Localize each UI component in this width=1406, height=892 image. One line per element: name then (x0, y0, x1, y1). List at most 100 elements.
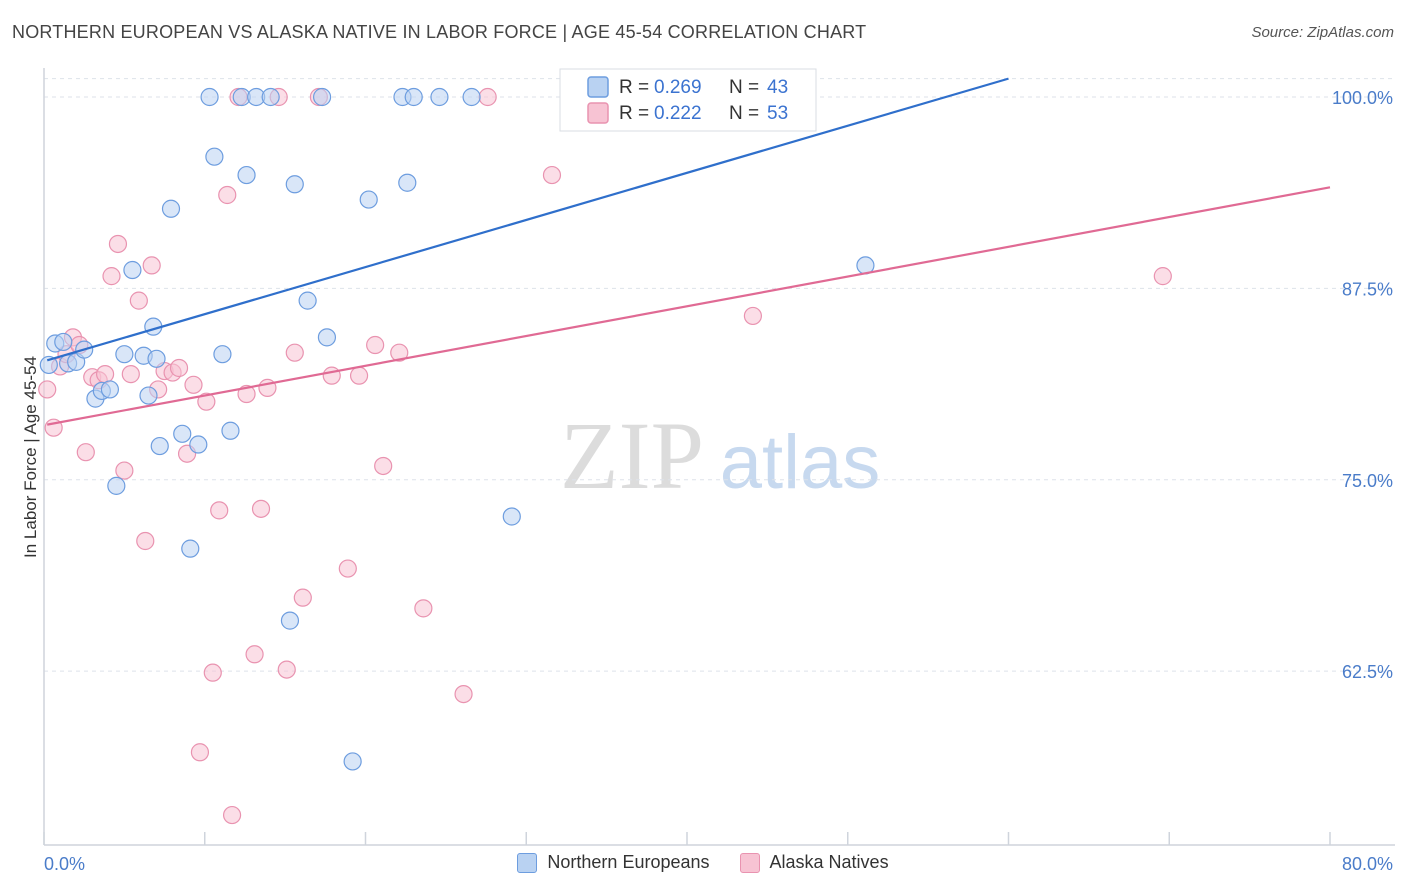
watermark: ZIP atlas (560, 402, 880, 509)
point-northern-europeans-24 (221, 421, 240, 440)
series-legend: Northern Europeans Alaska Natives (0, 852, 1406, 873)
legend-label-alaska-natives: Alaska Natives (769, 852, 889, 872)
point-alaska-natives-32 (251, 499, 271, 518)
point-northern-europeans-0 (39, 355, 58, 375)
point-northern-europeans-32 (312, 87, 332, 107)
legend-swatch-northern-europeans (517, 852, 538, 873)
point-northern-europeans-13 (139, 386, 158, 405)
point-northern-europeans-28 (261, 87, 280, 107)
point-alaska-natives-23 (190, 743, 210, 762)
point-northern-europeans-18 (173, 424, 192, 443)
stats-legend: R = 0.269 N = 43 R = 0.222 N = 53 (559, 68, 817, 132)
point-alaska-natives-45 (414, 599, 433, 618)
point-alaska-natives-37 (293, 588, 312, 607)
trend-line-northern-europeans (46, 77, 1009, 362)
legend-pink-r-label: R = (619, 103, 649, 124)
point-northern-europeans-33 (317, 328, 337, 347)
chart-source: Source: ZipAtlas.com (1251, 24, 1394, 41)
point-northern-europeans-31 (298, 291, 317, 310)
y-tick-labels: 62.5% 75.0% 87.5% 100.0% (1332, 88, 1393, 682)
point-alaska-natives-22 (184, 375, 203, 394)
y-axis-title: In Labor Force | Age 45-54 (21, 356, 40, 558)
point-alaska-natives-41 (349, 366, 369, 385)
point-alaska-natives-25 (203, 663, 222, 682)
x-axis-ticks (43, 832, 1331, 845)
legend-blue-r-value: 0.269 (654, 77, 702, 98)
point-alaska-natives-43 (374, 456, 393, 476)
point-alaska-natives-35 (277, 660, 296, 679)
point-alaska-natives-30 (237, 384, 256, 404)
point-alaska-natives-9 (95, 365, 115, 384)
point-alaska-natives-39 (322, 366, 341, 385)
legend-pink-n-label: N = (729, 103, 759, 124)
point-northern-europeans-10 (115, 345, 134, 364)
series-northern-europeans (39, 87, 875, 771)
watermark-atlas: atlas (720, 420, 881, 505)
legend-pink-n-value: 53 (767, 103, 788, 124)
x-tick-label-max: 80.0% (1342, 854, 1393, 874)
point-northern-europeans-39 (430, 87, 449, 107)
point-alaska-natives-40 (338, 559, 357, 578)
point-northern-europeans-41 (502, 507, 521, 526)
point-northern-europeans-9 (107, 476, 126, 495)
chart-title: NORTHERN EUROPEAN VS ALASKA NATIVE IN LA… (12, 22, 867, 42)
point-alaska-natives-31 (245, 645, 264, 664)
point-alaska-natives-48 (542, 165, 562, 185)
point-northern-europeans-23 (213, 345, 232, 364)
point-northern-europeans-29 (280, 611, 300, 630)
legend-swatch-blue (587, 76, 609, 98)
point-northern-europeans-15 (147, 349, 166, 368)
point-alaska-natives-36 (285, 343, 304, 362)
point-alaska-natives-14 (129, 291, 148, 310)
point-northern-europeans-26 (237, 165, 256, 185)
point-northern-europeans-40 (462, 87, 481, 107)
point-northern-europeans-35 (359, 190, 378, 209)
point-northern-europeans-22 (205, 147, 224, 166)
point-alaska-natives-10 (102, 267, 121, 286)
legend-item-northern-europeans: Northern Europeans (517, 852, 710, 873)
point-northern-europeans-11 (123, 260, 142, 280)
point-northern-europeans-20 (189, 435, 208, 454)
point-alaska-natives-6 (76, 443, 95, 462)
legend-blue-r-label: R = (619, 77, 649, 98)
point-northern-europeans-37 (398, 173, 417, 192)
point-northern-europeans-2 (54, 332, 73, 352)
point-alaska-natives-47 (478, 87, 497, 107)
x-tick-label-min: 0.0% (44, 854, 85, 874)
legend-blue-n-value: 43 (767, 77, 788, 98)
point-northern-europeans-19 (181, 539, 200, 558)
y-tick-label-2: 87.5% (1342, 279, 1393, 299)
point-northern-europeans-8 (100, 380, 120, 399)
point-alaska-natives-26 (210, 501, 229, 520)
point-alaska-natives-27 (218, 185, 237, 205)
point-northern-europeans-17 (161, 199, 181, 218)
y-tick-label-3: 100.0% (1332, 88, 1393, 108)
legend-pink-r-value: 0.222 (654, 103, 702, 124)
trend-line-alaska-natives (47, 186, 1331, 426)
legend-swatch-pink (587, 102, 609, 124)
watermark-zip: ZIP (560, 402, 704, 509)
point-alaska-natives-28 (222, 805, 242, 825)
point-alaska-natives-0 (38, 380, 57, 399)
legend-item-alaska-natives: Alaska Natives (739, 852, 889, 873)
point-northern-europeans-21 (200, 87, 219, 107)
point-alaska-natives-12 (115, 461, 134, 480)
point-northern-europeans-30 (285, 175, 304, 194)
point-alaska-natives-44 (390, 343, 409, 362)
trend-lines (46, 77, 1331, 426)
legend-swatch-alaska-natives (739, 852, 760, 873)
y-tick-label-0: 62.5% (1342, 662, 1393, 682)
point-alaska-natives-20 (169, 358, 189, 378)
point-northern-europeans-34 (343, 752, 362, 771)
y-tick-label-1: 75.0% (1342, 471, 1393, 491)
point-alaska-natives-42 (366, 335, 385, 355)
point-alaska-natives-15 (136, 531, 155, 551)
point-northern-europeans-16 (150, 436, 169, 456)
point-alaska-natives-24 (197, 392, 216, 411)
point-alaska-natives-46 (454, 684, 473, 704)
point-alaska-natives-11 (108, 234, 128, 254)
legend-label-northern-europeans: Northern Europeans (547, 852, 710, 872)
legend-blue-n-label: N = (729, 77, 759, 98)
